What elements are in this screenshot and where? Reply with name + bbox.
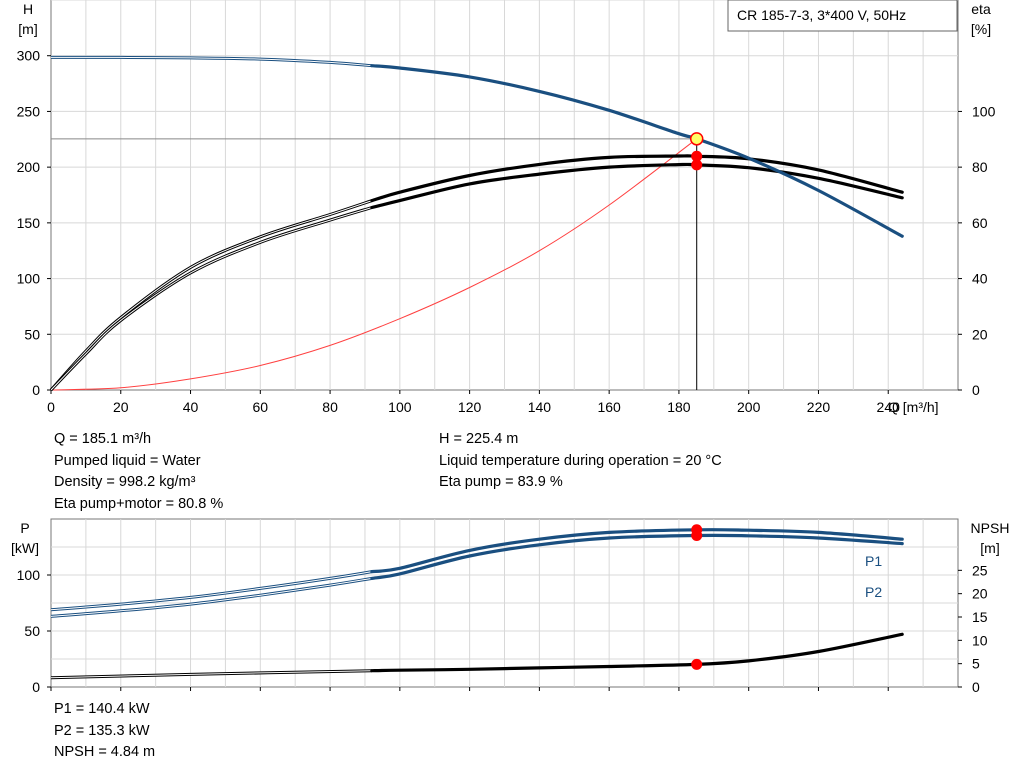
- p2-curve-label: P2: [865, 584, 882, 600]
- x-tick-label: 40: [183, 399, 199, 415]
- x-tick-label: 180: [667, 399, 691, 415]
- p1-curve-label: P1: [865, 553, 882, 569]
- npsh-curve: [370, 632, 904, 673]
- head-tick-label: 200: [17, 159, 41, 175]
- npsh-tick-label: 0: [972, 679, 980, 695]
- info-liquid-temperature: Liquid temperature during operation = 20…: [439, 452, 722, 469]
- info-eta-pump: Eta pump = 83.9 %: [439, 474, 563, 490]
- duty-points: [51, 132, 704, 670]
- system-curve: [50, 138, 698, 391]
- duty-point-p2: [691, 529, 703, 541]
- p1-curve-extended-range-core: [50, 571, 372, 611]
- x-tick-label: 60: [253, 399, 269, 415]
- head-curve: [370, 64, 904, 238]
- head-tick-label: 100: [17, 271, 41, 287]
- npsh-axis-unit: [m]: [980, 540, 999, 556]
- eta-total-curve: [370, 162, 904, 210]
- npsh-tick-label: 25: [972, 562, 988, 578]
- power-axis-label: P: [20, 520, 29, 536]
- npsh-tick-label: 20: [972, 586, 988, 602]
- tick-labels: 0 20 40 60 80 100 120 140 160 180 200 220 2400501001…: [17, 48, 996, 695]
- x-tick-label: 140: [528, 399, 552, 415]
- head-tick-label: 150: [17, 215, 41, 231]
- duty-point-eta-total: [691, 159, 703, 171]
- eta-tick-label: 40: [972, 271, 988, 287]
- info-density: Density = 998.2 kg/m³: [54, 474, 196, 490]
- eta-tick-label: 20: [972, 326, 988, 342]
- eta-tick-label: 0: [972, 382, 980, 398]
- eta-pump-curve-extended-range-core: [50, 200, 373, 391]
- p1-curve: [370, 528, 904, 574]
- flow-axis-label: Q [m³/h]: [888, 399, 939, 415]
- info-npsh: NPSH = 4.84 m: [54, 744, 156, 760]
- info-p2: P2 = 135.3 kW: [54, 722, 150, 739]
- npsh-tick-label: 15: [972, 609, 988, 625]
- duty-point-eta-pump: [691, 150, 703, 162]
- curves: [49, 55, 904, 680]
- info-head: H = 225.4 m: [439, 431, 519, 447]
- npsh-tick-label: 10: [972, 632, 988, 648]
- power-axis-unit: [kW]: [11, 540, 39, 556]
- p2-curve-extended-range-core: [50, 577, 372, 617]
- head-tick-label: 250: [17, 103, 41, 119]
- duty-info-left: Q = 185.1 m³/h Pumped liquid = Water Den…: [54, 429, 223, 515]
- x-tick-label: 240: [877, 399, 901, 415]
- x-tick-label: 100: [388, 399, 412, 415]
- power-tick-label: 0: [32, 679, 40, 695]
- info-eta-total: Eta pump+motor = 80.8 %: [54, 495, 224, 512]
- power-tick-label: 50: [24, 623, 40, 639]
- x-tick-label: 200: [737, 399, 761, 415]
- x-tick-label: 220: [807, 399, 831, 415]
- head-tick-label: 50: [24, 326, 40, 342]
- x-tick-label: 80: [322, 399, 338, 415]
- info-flow: Q = 185.1 m³/h: [54, 431, 152, 447]
- x-tick-label: 120: [458, 399, 482, 415]
- x-tick-label: 20: [113, 399, 129, 415]
- duty-point-head: [689, 132, 704, 146]
- head-curve-extended-range-core: [50, 56, 372, 67]
- eta-pump-curve: [370, 154, 904, 203]
- eta-tick-label: 80: [972, 159, 988, 175]
- eta-axis-unit: [%]: [971, 21, 991, 37]
- legend-title: CR 185-7-3, 3*400 V, 50Hz: [737, 7, 906, 23]
- x-tick-label: 160: [597, 399, 621, 415]
- head-tick-label: 300: [17, 48, 41, 64]
- head-tick-label: 0: [32, 382, 40, 398]
- npsh-tick-label: 5: [972, 656, 980, 672]
- eta-total-curve-extended-range-core: [50, 207, 373, 391]
- legend-box: [727, 0, 958, 32]
- head-axis-label: H: [23, 1, 33, 17]
- eta-axis-label: eta: [971, 1, 991, 17]
- npsh-curve-extended-range-core: [50, 670, 372, 679]
- npsh-axis-label: NPSH: [971, 520, 1010, 536]
- p2-curve: [370, 533, 904, 580]
- duty-point-npsh: [691, 658, 703, 670]
- duty-info-right: H = 225.4 m Liquid temperature during op…: [439, 429, 722, 494]
- eta-tick-label: 100: [972, 103, 996, 119]
- eta-tick-label: 60: [972, 215, 988, 231]
- power-tick-label: 100: [17, 567, 41, 583]
- x-tick-label: 0: [47, 399, 55, 415]
- info-pumped-liquid: Pumped liquid = Water: [54, 452, 201, 469]
- info-p1: P1 = 140.4 kW: [54, 701, 150, 717]
- head-axis-unit: [m]: [18, 21, 37, 37]
- duty-info-bottom: P1 = 140.4 kW P2 = 135.3 kW NPSH = 4.84 …: [54, 699, 155, 764]
